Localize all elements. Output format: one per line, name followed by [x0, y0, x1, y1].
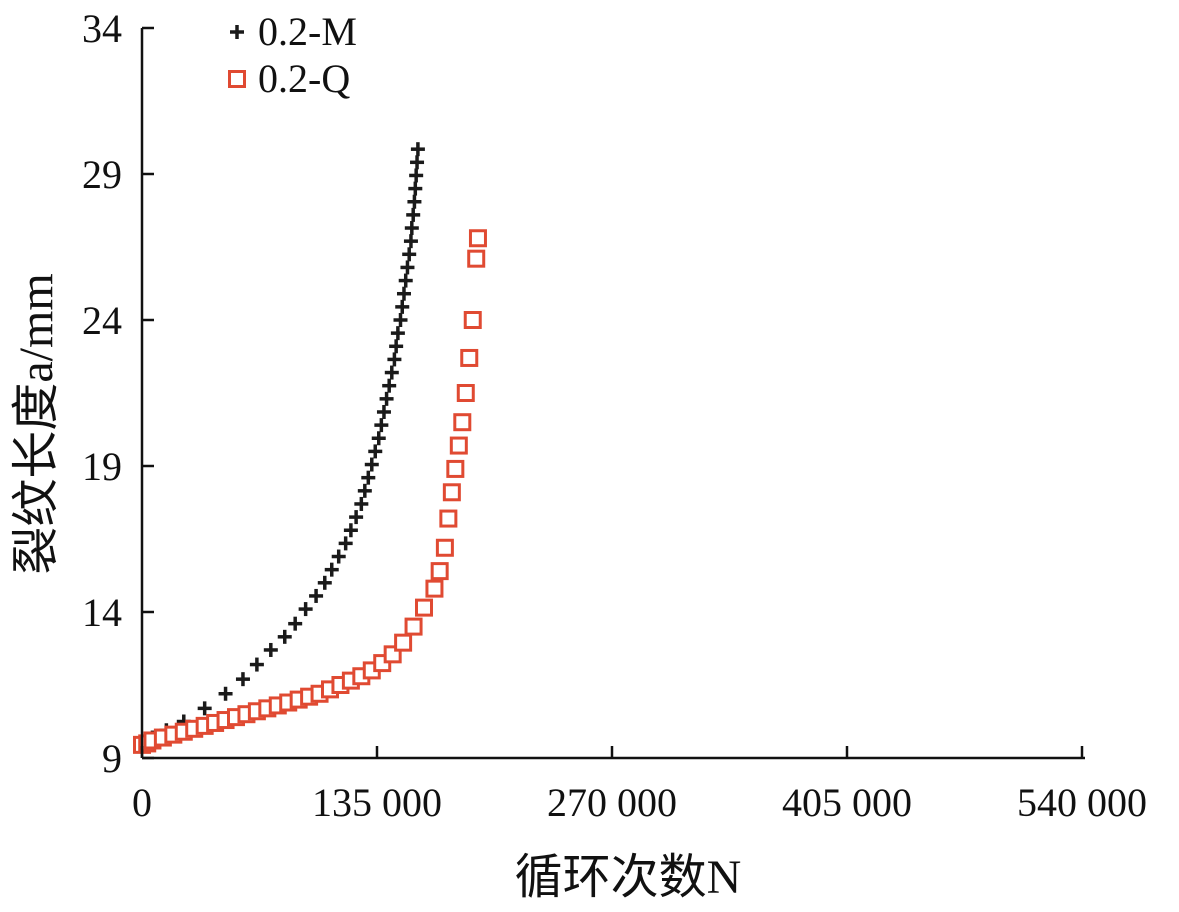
data-point: [453, 413, 472, 432]
x-axis-title: 循环次数N: [515, 851, 742, 904]
data-point: [404, 617, 423, 636]
data-point: [389, 339, 404, 354]
y-tick-label: 14: [82, 590, 122, 635]
data-point: [364, 457, 379, 472]
series-1: [135, 142, 425, 751]
y-tick-label: 24: [82, 298, 122, 343]
data-point: [468, 229, 487, 248]
data-point: [384, 365, 399, 380]
y-axis-title: 裂纹长度a/mm: [10, 273, 63, 574]
y-tick-label: 34: [82, 6, 122, 51]
data-point: [309, 588, 324, 603]
y-tick-label: 29: [82, 152, 122, 197]
data-point: [404, 221, 419, 236]
data-point: [415, 598, 433, 617]
data-point: [408, 181, 423, 196]
data-point: [249, 657, 264, 672]
data-point: [403, 234, 418, 249]
data-point: [406, 207, 421, 222]
data-point: [387, 352, 402, 367]
data-point: [357, 483, 372, 498]
data-point: [374, 418, 389, 433]
series-2: [133, 229, 487, 754]
y-tick-label: 9: [102, 736, 122, 781]
axes: [140, 28, 1085, 760]
data-point: [425, 579, 444, 598]
data-point: [343, 523, 358, 538]
data-point: [361, 470, 376, 485]
data-point: [460, 348, 479, 367]
plot-area: [133, 142, 487, 754]
data-point: [463, 311, 482, 329]
data-point: [324, 562, 339, 577]
legend: 0.2-M0.2-Q: [228, 9, 357, 101]
data-point: [398, 273, 413, 288]
data-point: [442, 483, 461, 502]
legend-label: 0.2-Q: [258, 56, 350, 101]
data-point: [393, 313, 408, 327]
data-point: [368, 444, 383, 459]
data-point: [394, 633, 413, 652]
data-point: [410, 142, 425, 157]
data-point: [197, 701, 212, 716]
legend-label: 0.2-M: [258, 9, 357, 54]
data-point: [400, 260, 415, 275]
data-point: [396, 286, 411, 301]
data-point: [376, 404, 391, 419]
data-point: [435, 538, 454, 557]
data-point: [390, 326, 405, 341]
data-point: [277, 629, 292, 644]
data-point: [410, 155, 425, 170]
data-point: [382, 378, 397, 393]
data-point: [430, 562, 449, 581]
data-point: [467, 249, 486, 268]
y-tick-label: 19: [82, 444, 122, 489]
legend-marker: [228, 70, 246, 88]
data-point: [331, 549, 346, 564]
x-tick-label: 0: [132, 780, 152, 825]
data-point: [379, 391, 394, 406]
legend-marker: [230, 25, 244, 39]
data-point: [449, 436, 468, 455]
data-point: [407, 194, 422, 209]
y-ticks: 9 14 19 24 29 34: [82, 6, 154, 781]
data-point: [354, 496, 369, 511]
data-point: [371, 431, 386, 446]
x-tick-label: 270 000: [547, 780, 677, 825]
data-point: [263, 642, 278, 657]
data-point: [439, 509, 458, 528]
data-point: [409, 168, 424, 183]
data-point: [235, 672, 250, 687]
data-point: [349, 510, 364, 525]
x-tick-label: 540 000: [1017, 780, 1147, 825]
x-tick-label: 405 000: [782, 780, 912, 825]
x-tick-label: 135 000: [312, 780, 442, 825]
data-point: [446, 459, 465, 478]
data-point: [338, 536, 353, 551]
data-point: [395, 299, 410, 314]
data-point: [456, 384, 475, 402]
x-ticks: 0 135 000 270 000 405 000 540 000: [132, 746, 1147, 825]
data-point: [218, 686, 233, 701]
data-point: [317, 575, 332, 590]
data-point: [402, 247, 417, 262]
data-point: [298, 602, 313, 617]
data-point: [288, 616, 303, 631]
